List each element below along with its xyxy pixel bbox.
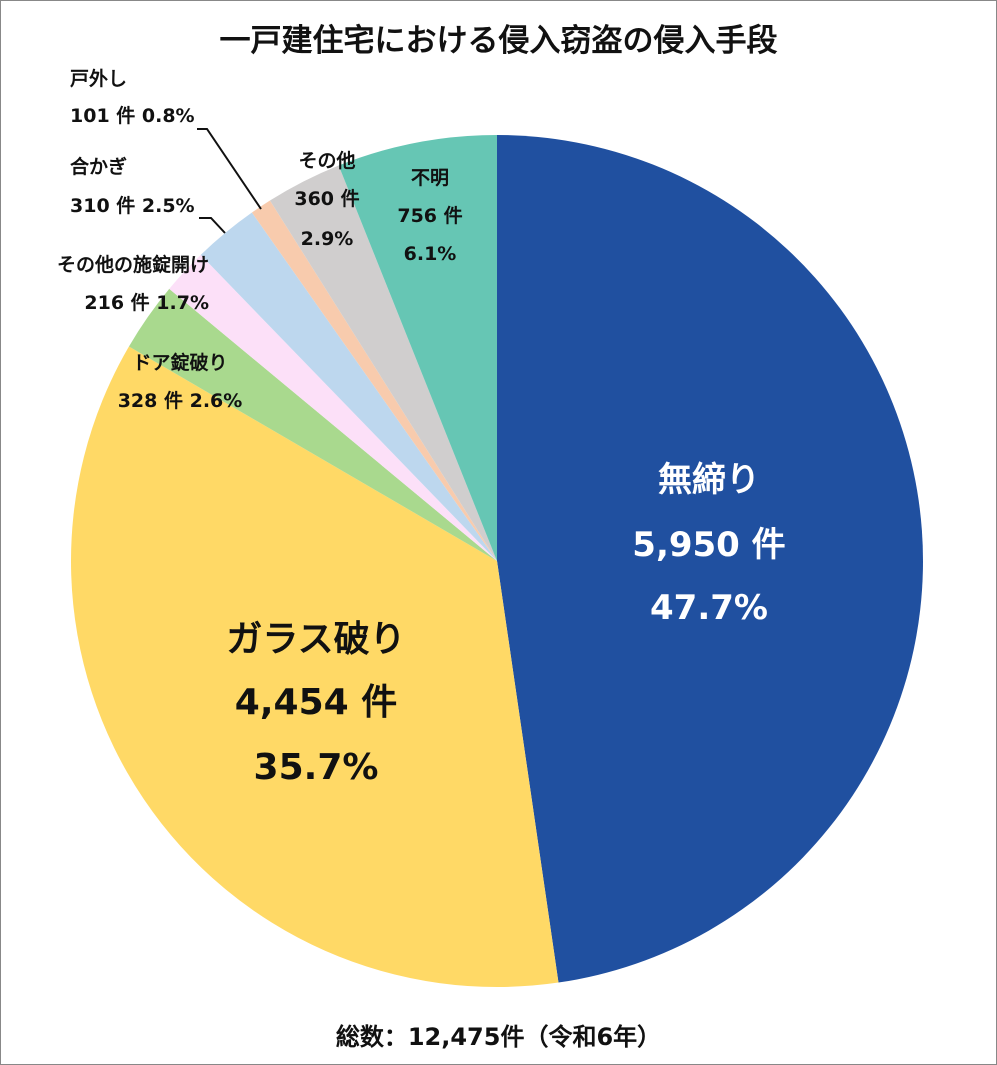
slice-count-label: 360 件 — [294, 187, 359, 210]
slice-percent-label: 47.7% — [650, 588, 768, 628]
slice-label-line-4: 合かぎ — [70, 155, 127, 178]
slice-label-line-0: 無締り — [658, 460, 760, 500]
pie-slice-5 — [251, 200, 497, 561]
slice-label-line-6: 2.9% — [301, 228, 354, 250]
slice-label-line-5: 戸外し — [70, 67, 127, 90]
pie-slice-7 — [338, 135, 497, 561]
slice-count-label: 5,950 件 — [632, 525, 785, 565]
slice-percent-label: 1.7% — [150, 292, 209, 314]
slice-name-label: その他 — [298, 149, 355, 172]
chart-title: 一戸建住宅における侵入窃盗の侵入手段 — [219, 23, 778, 59]
slice-percent-label: 2.9% — [301, 228, 354, 250]
slice-label-line-4: 310 件 2.5% — [70, 194, 195, 217]
slice-count-label: 756 件 — [397, 204, 462, 227]
slice-label-line-1: 4,454 件 — [235, 682, 397, 723]
slice-percent-label: 6.1% — [404, 243, 457, 265]
slice-label-line-0: 47.7% — [650, 588, 768, 628]
slice-name-label: ガラス破り — [226, 619, 405, 660]
leader-line-door-removal — [197, 128, 262, 210]
slice-label-line-7: 756 件 — [397, 204, 462, 227]
slice-name-label: 不明 — [411, 167, 449, 189]
slice-name-label: 合かぎ — [70, 155, 127, 178]
slice-name-label: 戸外し — [70, 67, 127, 90]
pie-slice-4 — [200, 212, 497, 562]
slice-label-line-7: 不明 — [411, 167, 449, 189]
slice-label-line-2: 328 件 2.6% — [118, 389, 243, 412]
slice-name-label: その他の施錠開け — [57, 253, 209, 276]
slice-count-label: 216 件 — [84, 291, 149, 314]
leader-line-duplicate-key — [199, 217, 226, 234]
slice-percent-label: 2.6% — [183, 390, 242, 412]
pie-slice-6 — [269, 165, 497, 561]
slice-name-label: 無締り — [658, 460, 760, 500]
total-footer: 総数：12,475件（令和6年） — [335, 1023, 662, 1051]
slice-label-line-3: 216 件 1.7% — [84, 291, 209, 314]
pie-slice-1 — [70, 346, 559, 987]
slice-label-line-7: 6.1% — [404, 243, 457, 265]
pie-slice-3 — [169, 254, 498, 561]
slice-count-label: 101 件 — [70, 104, 135, 127]
slice-percent-label: 0.8% — [135, 105, 194, 127]
pie-slice-2 — [128, 288, 497, 561]
slice-label-line-3: その他の施錠開け — [57, 253, 209, 276]
slice-count-label: 328 件 — [118, 389, 183, 412]
slice-name-label: ドア錠破り — [132, 351, 227, 374]
slice-count-label: 310 件 — [70, 194, 135, 217]
slice-label-line-2: ドア錠破り — [132, 351, 227, 374]
slice-percent-label: 35.7% — [254, 747, 379, 788]
slice-label-line-0: 5,950 件 — [632, 525, 785, 565]
slice-percent-label: 2.5% — [135, 195, 194, 217]
slice-label-line-1: 35.7% — [254, 747, 379, 788]
slice-label-line-5: 101 件 0.8% — [70, 104, 195, 127]
pie-slice-0 — [497, 135, 923, 983]
slice-count-label: 4,454 件 — [235, 682, 397, 723]
slice-label-line-1: ガラス破り — [226, 619, 405, 660]
slice-label-line-6: その他 — [298, 149, 355, 172]
slice-label-line-6: 360 件 — [294, 187, 359, 210]
